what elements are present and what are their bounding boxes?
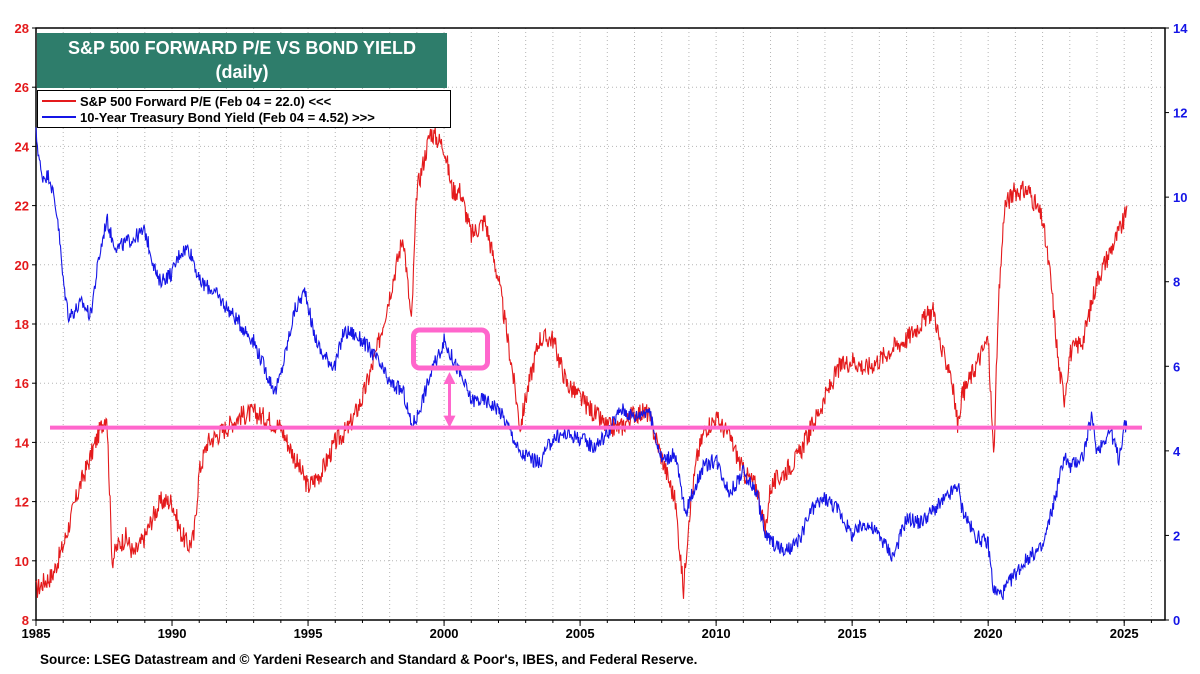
right-tick-label: 4: [1173, 444, 1181, 459]
chart-title: S&P 500 FORWARD P/E VS BOND YIELD: [67, 38, 417, 58]
left-tick-label: 22: [15, 199, 29, 214]
left-tick-label: 14: [15, 435, 30, 450]
left-tick-label: 20: [15, 258, 29, 273]
right-tick-label: 8: [1173, 275, 1180, 290]
annotation-arrowhead-down: [443, 415, 456, 428]
legend-swatch-yield: [42, 116, 76, 118]
legend-item-yield: 10-Year Treasury Bond Yield (Feb 04 = 4.…: [42, 109, 450, 125]
x-tick-label: 1995: [294, 626, 323, 641]
x-tick-label: 1985: [22, 626, 51, 641]
right-tick-label: 0: [1173, 613, 1180, 628]
chart-title-box: S&P 500 FORWARD P/E VS BOND YIELD (daily…: [37, 33, 447, 88]
legend-label-pe: S&P 500 Forward P/E (Feb 04 = 22.0) <<<: [80, 93, 332, 109]
left-tick-label: 16: [15, 376, 29, 391]
right-tick-label: 12: [1173, 106, 1187, 121]
left-tick-label: 12: [15, 495, 29, 510]
legend: S&P 500 Forward P/E (Feb 04 = 22.0) <<< …: [37, 90, 451, 128]
annotation-highlight-box: [411, 327, 491, 371]
axes: [32, 27, 1169, 626]
left-tick-label: 24: [15, 139, 30, 154]
x-tick-label: 2020: [974, 626, 1003, 641]
right-tick-label: 10: [1173, 190, 1187, 205]
annotation-arrowhead-up: [443, 372, 456, 384]
x-tick-label: 2005: [566, 626, 595, 641]
x-tick-label: 2015: [838, 626, 867, 641]
right-tick-label: 2: [1173, 528, 1180, 543]
right-tick-label: 14: [1173, 21, 1188, 36]
source-note: Source: LSEG Datastream and © Yardeni Re…: [40, 652, 698, 667]
left-tick-label: 26: [15, 80, 29, 95]
legend-swatch-pe: [42, 100, 76, 102]
left-tick-label: 18: [15, 317, 29, 332]
tick-labels: 1985 1990 1995 2000 2005 2010 2015 2020 20258101…: [15, 21, 1189, 641]
x-tick-label: 2010: [702, 626, 731, 641]
legend-item-pe: S&P 500 Forward P/E (Feb 04 = 22.0) <<<: [42, 93, 450, 109]
series-line-pe: [35, 127, 1128, 599]
left-tick-label: 10: [15, 554, 29, 569]
x-tick-label: 2025: [1110, 626, 1139, 641]
annotations: [50, 327, 1142, 430]
left-tick-label: 8: [22, 613, 29, 628]
legend-label-yield: 10-Year Treasury Bond Yield (Feb 04 = 4.…: [80, 109, 375, 125]
chart-subtitle: (daily): [215, 62, 269, 82]
right-tick-label: 6: [1173, 359, 1180, 374]
series-lines: [35, 127, 1128, 601]
x-tick-label: 1990: [158, 626, 187, 641]
x-tick-label: 2000: [430, 626, 459, 641]
left-tick-label: 28: [15, 21, 29, 36]
series-line-yield: [35, 127, 1128, 601]
